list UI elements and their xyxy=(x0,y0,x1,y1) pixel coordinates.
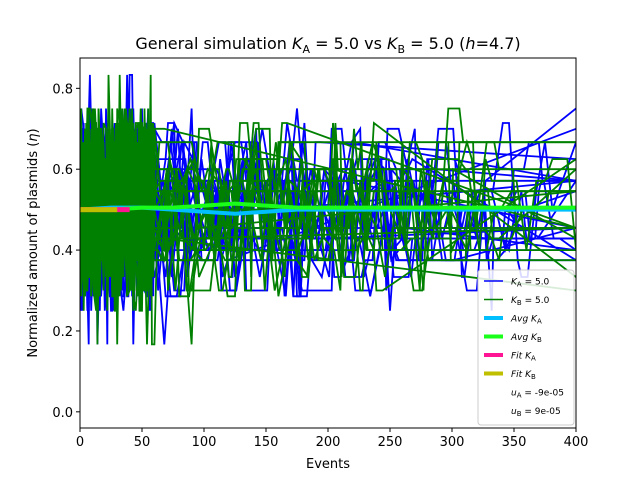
y-tick-label: 0.4 xyxy=(52,244,73,259)
legend-entry: Avg KA xyxy=(510,315,542,326)
legend: KA = 5.0 KB = 5.0 Avg KA Avg KB Fit KA Fit KB… xyxy=(477,269,575,426)
legend-entry: Avg KB xyxy=(510,333,542,344)
legend-box xyxy=(477,269,575,426)
x-tick-label: 0 xyxy=(76,435,84,450)
legend-entry: Fit KA xyxy=(511,352,536,363)
x-tick-label: 100 xyxy=(192,435,217,450)
raw-trace xyxy=(80,122,576,297)
series-averages xyxy=(80,201,576,216)
x-tick-label: 350 xyxy=(502,435,527,450)
x-tick-label: 250 xyxy=(378,435,403,450)
legend-entry: KA = 5.0 xyxy=(511,278,550,289)
average-line xyxy=(80,201,576,212)
plot-area xyxy=(80,74,576,346)
x-axis-label: Events xyxy=(306,457,350,472)
y-axis-label: Normalized amount of plasmids (η) xyxy=(26,128,41,357)
chart-title: General simulation KA = 5.0 vs KB = 5.0 … xyxy=(135,34,520,56)
legend-entry: KB = 5.0 xyxy=(511,296,550,307)
x-tick-label: 50 xyxy=(134,435,151,450)
y-tick-label: 0.2 xyxy=(52,325,73,340)
legend-entry: Fit KB xyxy=(511,370,536,381)
legend-entry: uA = -9e-05 xyxy=(511,389,564,400)
x-tick-label: 400 xyxy=(564,435,589,450)
y-tick-label: 0.6 xyxy=(52,163,73,178)
x-tick-label: 200 xyxy=(316,435,341,450)
y-axis-ticks: 0.0 0.2 0.4 0.6 0.8 xyxy=(52,82,80,421)
legend-entry: uB = 9e-05 xyxy=(511,407,561,418)
x-axis-ticks: 0 50 100 150 200 250 300 350 400 xyxy=(76,428,589,450)
y-tick-label: 0.8 xyxy=(52,82,73,97)
x-tick-label: 150 xyxy=(254,435,279,450)
x-tick-label: 300 xyxy=(440,435,465,450)
y-tick-label: 0.0 xyxy=(52,406,73,421)
series-kb-raw xyxy=(80,74,576,346)
